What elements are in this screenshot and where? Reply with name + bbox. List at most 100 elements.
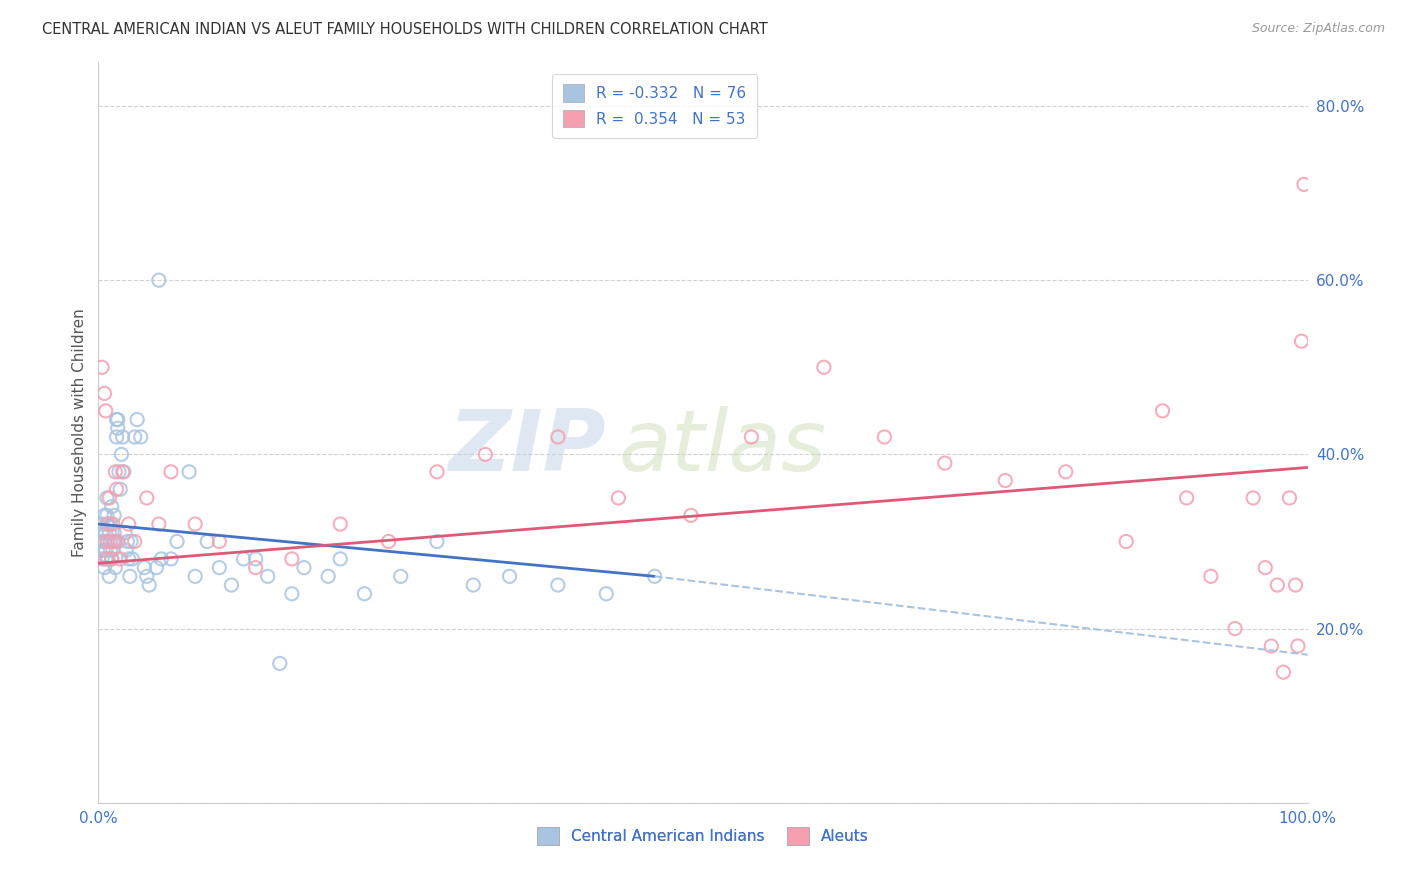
Point — [97, 517, 120, 532]
Point — [166, 534, 188, 549]
Point — [114, 525, 136, 540]
Point — [110, 447, 132, 461]
Point — [93, 386, 115, 401]
Point — [121, 552, 143, 566]
Text: Source: ZipAtlas.com: Source: ZipAtlas.com — [1251, 22, 1385, 36]
Point — [1292, 178, 1315, 192]
Point — [100, 552, 122, 566]
Point — [1291, 334, 1313, 348]
Point — [813, 360, 835, 375]
Point — [1272, 665, 1295, 680]
Point — [148, 517, 170, 532]
Point — [94, 404, 117, 418]
Point — [103, 534, 125, 549]
Point — [100, 500, 122, 514]
Point — [107, 534, 129, 549]
Point — [97, 552, 120, 566]
Point — [93, 534, 115, 549]
Point — [184, 569, 207, 583]
Point — [426, 534, 449, 549]
Point — [160, 465, 183, 479]
Point — [120, 534, 142, 549]
Point — [107, 412, 129, 426]
Point — [94, 525, 117, 540]
Point — [245, 560, 267, 574]
Point — [195, 534, 218, 549]
Point — [124, 430, 146, 444]
Point — [105, 482, 128, 496]
Point — [100, 534, 122, 549]
Point — [93, 508, 115, 523]
Point — [740, 430, 762, 444]
Point — [98, 491, 121, 505]
Text: ZIP: ZIP — [449, 406, 606, 489]
Point — [679, 508, 702, 523]
Point — [104, 534, 127, 549]
Point — [1054, 465, 1077, 479]
Point — [426, 465, 449, 479]
Point — [498, 569, 520, 583]
Point — [148, 273, 170, 287]
Point — [256, 569, 278, 583]
Point — [316, 569, 339, 583]
Point — [377, 534, 399, 549]
Point — [1223, 622, 1246, 636]
Point — [100, 517, 122, 532]
Point — [145, 560, 167, 574]
Point — [100, 552, 122, 566]
Point — [96, 534, 118, 549]
Y-axis label: Family Households with Children: Family Households with Children — [72, 309, 87, 557]
Point — [245, 552, 267, 566]
Point — [184, 517, 207, 532]
Point — [105, 412, 128, 426]
Point — [179, 465, 201, 479]
Point — [1260, 639, 1282, 653]
Point — [474, 447, 496, 461]
Point — [281, 552, 304, 566]
Point — [644, 569, 666, 583]
Point — [104, 560, 127, 574]
Point — [105, 430, 128, 444]
Point — [208, 534, 231, 549]
Point — [138, 578, 160, 592]
Point — [101, 534, 124, 549]
Point — [1278, 491, 1301, 505]
Point — [221, 578, 243, 592]
Point — [129, 430, 152, 444]
Point — [389, 569, 412, 583]
Point — [94, 543, 117, 558]
Text: atlas: atlas — [619, 406, 827, 489]
Point — [329, 552, 352, 566]
Legend: Central American Indians, Aleuts: Central American Indians, Aleuts — [531, 821, 875, 851]
Point — [1115, 534, 1137, 549]
Point — [547, 430, 569, 444]
Point — [353, 587, 375, 601]
Point — [160, 552, 183, 566]
Point — [118, 517, 141, 532]
Point — [112, 465, 135, 479]
Point — [96, 517, 118, 532]
Point — [108, 465, 131, 479]
Point — [118, 569, 141, 583]
Point — [107, 421, 129, 435]
Point — [232, 552, 254, 566]
Point — [1286, 639, 1309, 653]
Point — [118, 552, 141, 566]
Point — [93, 560, 115, 574]
Text: CENTRAL AMERICAN INDIAN VS ALEUT FAMILY HOUSEHOLDS WITH CHILDREN CORRELATION CHA: CENTRAL AMERICAN INDIAN VS ALEUT FAMILY … — [42, 22, 768, 37]
Point — [595, 587, 617, 601]
Point — [1175, 491, 1198, 505]
Point — [97, 534, 120, 549]
Point — [104, 465, 127, 479]
Point — [111, 465, 134, 479]
Point — [91, 543, 114, 558]
Point — [100, 543, 122, 558]
Point — [96, 552, 118, 566]
Point — [873, 430, 896, 444]
Point — [98, 525, 121, 540]
Point — [934, 456, 956, 470]
Point — [1199, 569, 1222, 583]
Point — [292, 560, 315, 574]
Point — [91, 525, 114, 540]
Point — [90, 534, 112, 549]
